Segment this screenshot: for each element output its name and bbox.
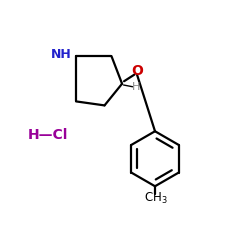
Text: O: O — [131, 64, 143, 78]
Text: NH: NH — [51, 48, 71, 60]
Text: H—Cl: H—Cl — [27, 128, 68, 142]
Text: H: H — [132, 82, 140, 92]
Text: CH$_3$: CH$_3$ — [144, 190, 168, 206]
